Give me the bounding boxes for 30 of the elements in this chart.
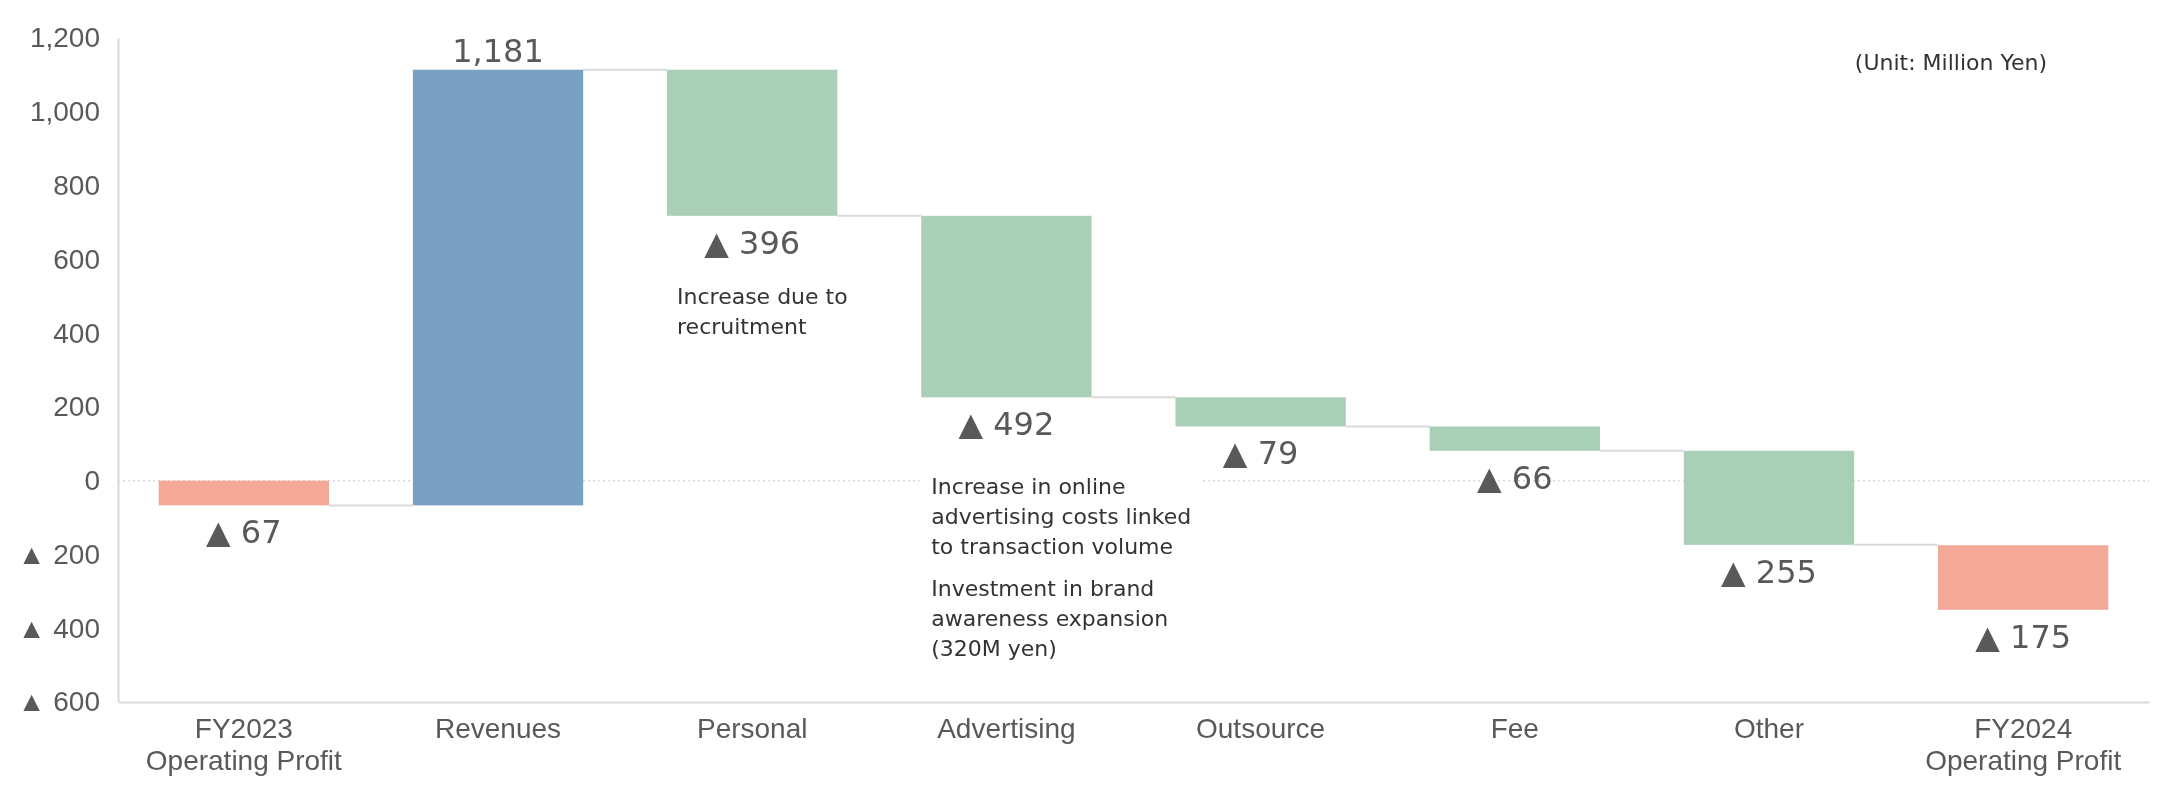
data-label: ▲ 66 [1477,458,1553,497]
data-label: ▲ 492 [958,405,1055,444]
data-label: ▲ 67 [206,513,282,552]
y-tick-label: 200 [53,391,100,423]
data-label: 1,181 [452,31,544,70]
x-tick-label: FY2024 Operating Profit [1925,713,2122,776]
y-tick-label: 1,200 [29,22,100,54]
y-tick-label: 1,000 [29,96,100,128]
y-tick-label: 800 [53,170,100,202]
x-tick-label: Revenues [434,713,562,744]
annotation: Increase due to recruitment [677,284,848,339]
annotation: (Unit: Million Yen) [1854,50,2047,75]
y-tick-label: ▲ 400 [17,612,100,644]
y-tick-label: ▲ 600 [17,686,100,718]
y-tick-label: 400 [53,317,100,349]
x-tick-label: FY2023 Operating Profit [145,713,343,776]
y-tick-label: 0 [84,465,100,497]
y-tick-label: 600 [53,243,100,275]
x-tick-label: Outsource [1196,713,1326,744]
x-tick-label: Advertising [937,713,1076,744]
data-label: ▲ 79 [1222,434,1299,473]
data-label: ▲ 175 [1975,617,2072,656]
y-tick-label: ▲ 200 [17,538,100,570]
annotation: Investment in brand awareness expansion (320M yen) [931,576,1169,661]
data-label: ▲ 396 [704,223,801,262]
x-tick-label: Personal [696,713,808,744]
data-label: ▲ 255 [1721,552,1817,591]
x-tick-label: Other [1733,713,1804,744]
x-tick-label: Fee [1490,713,1539,744]
annotation: Increase in online advertising costs linked to transaction volume [931,474,1192,559]
